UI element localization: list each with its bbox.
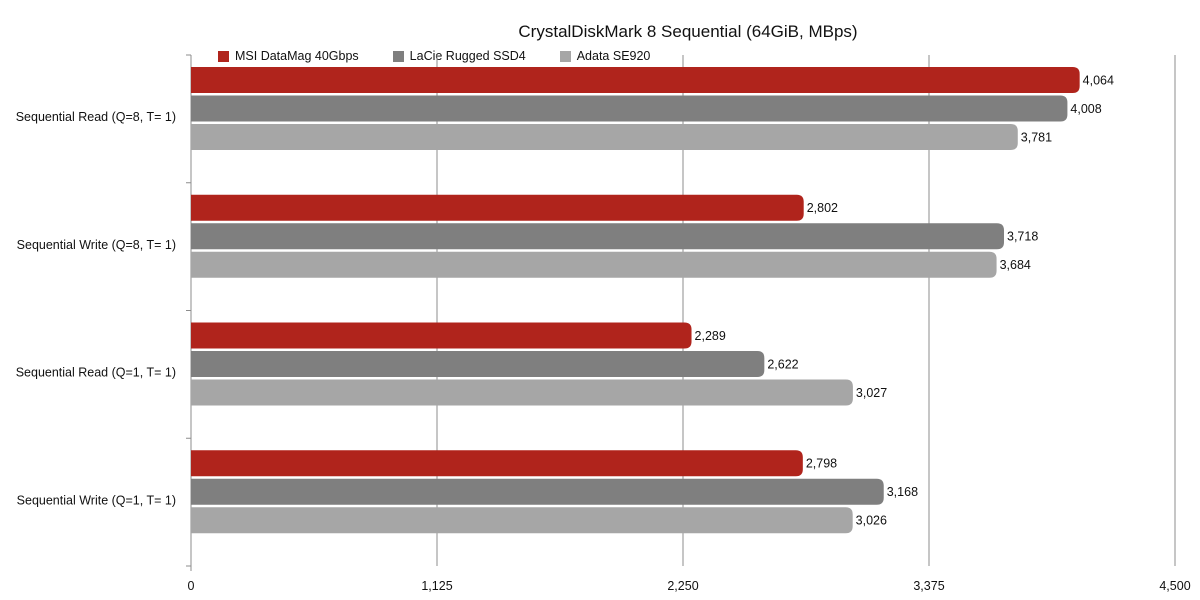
data-label: 3,718 <box>1007 230 1038 244</box>
bar <box>191 67 1080 93</box>
legend-item: Adata SE920 <box>559 49 651 63</box>
category-label: Sequential Write (Q=8, T= 1) <box>17 238 176 252</box>
bar <box>191 322 692 349</box>
category-label: Sequential Read (Q=8, T= 1) <box>16 110 176 124</box>
x-tick-label: 3,375 <box>913 579 944 593</box>
legend-swatch <box>218 50 229 62</box>
bar <box>191 124 1018 150</box>
bar <box>191 194 804 221</box>
data-label: 3,026 <box>856 514 887 528</box>
x-tick-label: 1,125 <box>421 579 452 593</box>
bar <box>191 507 853 534</box>
data-label: 3,168 <box>887 485 918 499</box>
bar <box>191 251 997 278</box>
x-tick-label: 2,250 <box>667 579 698 593</box>
legend-label: Adata SE920 <box>576 49 651 63</box>
x-tick-label: 0 <box>188 579 195 593</box>
bar <box>191 95 1068 122</box>
data-label: 3,027 <box>856 386 887 400</box>
data-label: 2,798 <box>806 457 837 471</box>
category-label: Sequential Read (Q=1, T= 1) <box>16 366 176 380</box>
legend: MSI DataMag 40Gbps LaCie Rugged SSD4 Adata… <box>218 49 684 63</box>
bar <box>191 379 853 406</box>
bar <box>191 351 765 377</box>
bar <box>191 223 1005 250</box>
legend-label: LaCie Rugged SSD4 <box>409 49 526 63</box>
chart-title: CrystalDiskMark 8 Sequential (64GiB, MBp… <box>518 22 858 41</box>
data-label: 3,684 <box>1000 258 1031 272</box>
legend-label: MSI DataMag 40Gbps <box>235 49 359 63</box>
legend-swatch <box>559 50 571 62</box>
legend-item: LaCie Rugged SSD4 <box>392 49 526 63</box>
data-label: 2,289 <box>695 329 726 343</box>
bar <box>191 478 884 505</box>
legend-swatch <box>392 50 404 62</box>
data-label: 2,802 <box>807 201 838 215</box>
bar <box>191 450 803 477</box>
x-tick-label: 4,500 <box>1159 579 1190 593</box>
data-label: 3,781 <box>1021 130 1052 144</box>
data-label: 4,008 <box>1070 102 1101 116</box>
legend-item: MSI DataMag 40Gbps <box>218 49 359 63</box>
category-label: Sequential Write (Q=1, T= 1) <box>17 493 176 507</box>
data-label: 2,622 <box>767 357 798 371</box>
data-label: 4,064 <box>1083 73 1114 87</box>
